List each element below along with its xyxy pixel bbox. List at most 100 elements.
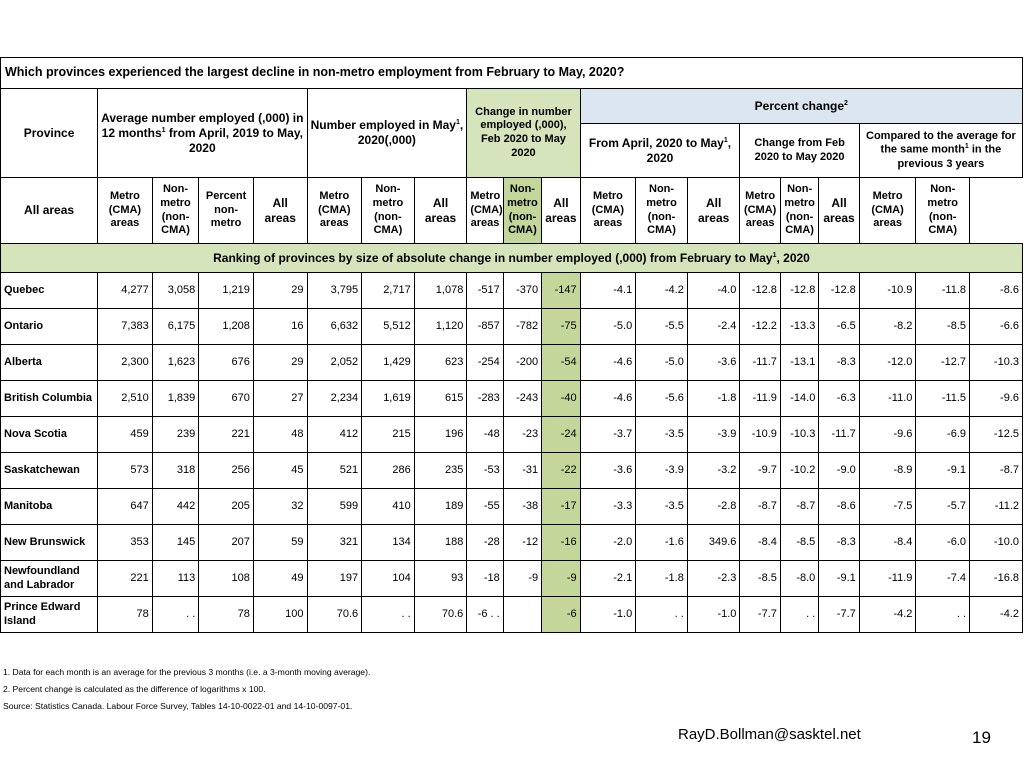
table-cell: -1.0 xyxy=(579,596,637,633)
table-cell: -11.9 xyxy=(739,380,781,417)
table-cell: -7.5 xyxy=(858,488,917,525)
table-cell: 221 xyxy=(97,560,153,597)
table-cell: -8.7 xyxy=(739,488,781,525)
table-cell: -10.0 xyxy=(969,524,1023,561)
table-cell: 1,078 xyxy=(413,272,468,309)
table-cell: -6.6 xyxy=(969,308,1023,345)
table-cell: 7,383 xyxy=(97,308,153,345)
table-cell: -55 xyxy=(466,488,504,525)
subheader-all: All areas xyxy=(686,177,741,244)
table-cell: 442 xyxy=(151,488,200,525)
table-cell: 676 xyxy=(198,344,254,381)
ranking-banner: Ranking of provinces by size of absolute… xyxy=(0,243,1023,273)
table-cell: 599 xyxy=(306,488,363,525)
table-cell: 1,429 xyxy=(361,344,415,381)
table-cell: -2.0 xyxy=(579,524,637,561)
subheader-nonmetro: Non-metro (non-CMA) xyxy=(915,177,971,244)
table-cell: 215 xyxy=(361,416,415,453)
from-april-header: From April, 2020 to May1, 2020 xyxy=(579,123,741,178)
table-cell: -1.8 xyxy=(686,380,741,417)
table-cell: -8.7 xyxy=(779,488,820,525)
table-cell: -10.9 xyxy=(739,416,781,453)
table-cell: -17 xyxy=(541,488,581,525)
table-cell: . . xyxy=(779,596,820,633)
table-cell: -23 xyxy=(502,416,543,453)
table-cell: 78 xyxy=(198,596,254,633)
table-cell: -8.4 xyxy=(858,524,917,561)
table-cell: -9.0 xyxy=(818,452,860,489)
table-cell: -5.7 xyxy=(915,488,971,525)
table-cell: 59 xyxy=(252,524,308,561)
table-cell: -8.0 xyxy=(779,560,820,597)
table-cell: -38 xyxy=(502,488,543,525)
table-cell: -11.7 xyxy=(818,416,860,453)
table-cell: 256 xyxy=(198,452,254,489)
table-cell: -28 xyxy=(466,524,504,561)
table-cell: -18 xyxy=(466,560,504,597)
table-cell: -3.3 xyxy=(579,488,637,525)
table-cell: 1,839 xyxy=(151,380,200,417)
table-cell: -2.8 xyxy=(686,488,741,525)
table-cell: -11.5 xyxy=(915,380,971,417)
province-name: Ontario xyxy=(0,308,99,345)
percent-change-header: Percent change2 xyxy=(579,88,1024,124)
table-cell: -5.0 xyxy=(635,344,688,381)
table-cell: -4.0 xyxy=(686,272,741,309)
table-cell: -12.0 xyxy=(858,344,917,381)
table-cell: -9 xyxy=(502,560,543,597)
table-cell: -6 . . xyxy=(466,596,504,633)
table-cell: 1,623 xyxy=(151,344,200,381)
table-cell: -12.2 xyxy=(739,308,781,345)
table-cell: -8.4 xyxy=(739,524,781,561)
table-cell: -6.5 xyxy=(818,308,860,345)
table-cell: 188 xyxy=(413,524,468,561)
table-cell: 78 xyxy=(97,596,153,633)
table-cell: 521 xyxy=(306,452,363,489)
table-cell: 2,234 xyxy=(306,380,363,417)
table-cell: -3.9 xyxy=(635,452,688,489)
subheader-all: All areas xyxy=(413,177,468,244)
table-cell: -7.4 xyxy=(915,560,971,597)
table-cell: -24 xyxy=(541,416,581,453)
table-cell: -147 xyxy=(541,272,581,309)
table-cell: -54 xyxy=(541,344,581,381)
table-cell: 113 xyxy=(151,560,200,597)
table-cell: -8.7 xyxy=(969,452,1023,489)
table-cell: 349.6 xyxy=(686,524,741,561)
table-cell xyxy=(502,596,543,633)
subheader-nonmetro: Non-metro (non-CMA) xyxy=(779,177,820,244)
table-cell: -200 xyxy=(502,344,543,381)
table-cell: -8.3 xyxy=(818,524,860,561)
table-cell: 1,219 xyxy=(198,272,254,309)
source-note: Source: Statistics Canada. Labour Force … xyxy=(3,701,353,711)
table-cell: . . xyxy=(915,596,971,633)
author-email: RayD.Bollman@sasktel.net xyxy=(678,726,861,743)
table-cell: -6.0 xyxy=(915,524,971,561)
table-cell: -5.6 xyxy=(635,380,688,417)
table-cell: 353 xyxy=(97,524,153,561)
province-name: New Brunswick xyxy=(0,524,99,561)
table-cell: -2.4 xyxy=(686,308,741,345)
table-cell: -9.6 xyxy=(858,416,917,453)
table-cell: 2,052 xyxy=(306,344,363,381)
employment-table: Which provinces experienced the largest … xyxy=(0,57,1024,633)
compared-avg-header: Compared to the average for the same mon… xyxy=(858,123,1024,178)
table-row: Saskatchewan 573 318 256 45 521 286 235 -53 -31 -2… xyxy=(0,452,1023,489)
may-employed-header: Number employed in May1, 2020(,000) xyxy=(306,88,468,178)
table-cell: 70.6 xyxy=(306,596,363,633)
table-cell: -7.7 xyxy=(739,596,781,633)
table-cell: 16 xyxy=(252,308,308,345)
table-cell: -2.3 xyxy=(686,560,741,597)
table-cell: . . xyxy=(635,596,688,633)
table-cell: 221 xyxy=(198,416,254,453)
subheader-metro: Metro (CMA) areas xyxy=(858,177,917,244)
table-cell: -12.8 xyxy=(818,272,860,309)
table-cell: 205 xyxy=(198,488,254,525)
table-cell: 134 xyxy=(361,524,415,561)
table-cell: -22 xyxy=(541,452,581,489)
table-cell: -8.3 xyxy=(818,344,860,381)
table-cell: 93 xyxy=(413,560,468,597)
footnotes: 1. Data for each month is an average for… xyxy=(3,664,370,715)
table-cell: 29 xyxy=(252,272,308,309)
table-cell: -3.6 xyxy=(686,344,741,381)
